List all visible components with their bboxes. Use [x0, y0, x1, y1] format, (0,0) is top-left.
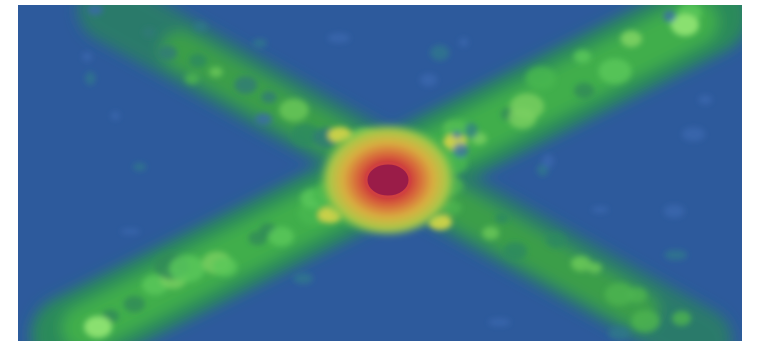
blob	[631, 310, 660, 333]
speck	[120, 228, 141, 235]
blob	[209, 66, 223, 78]
speck	[452, 131, 462, 139]
blob	[212, 257, 238, 277]
speck	[664, 249, 688, 261]
center-core	[364, 161, 412, 199]
blob	[626, 287, 647, 303]
blob	[503, 242, 528, 261]
speck	[252, 38, 267, 48]
speck	[608, 326, 630, 341]
speck	[133, 162, 147, 172]
blob	[546, 232, 566, 248]
blob	[142, 27, 156, 38]
blob	[234, 76, 258, 94]
speck	[193, 21, 208, 32]
blob	[525, 66, 556, 90]
blob	[279, 98, 309, 122]
speck	[591, 206, 609, 213]
speck	[419, 73, 438, 87]
blob	[268, 226, 294, 247]
blob	[482, 226, 500, 240]
blob	[509, 93, 545, 120]
end-spot	[671, 14, 699, 36]
speck	[255, 113, 272, 125]
speck	[698, 95, 713, 105]
blob	[573, 82, 595, 99]
speck	[452, 142, 469, 158]
blob	[571, 256, 592, 272]
blob	[495, 212, 509, 224]
blob	[604, 283, 635, 306]
speck	[327, 33, 350, 43]
blob	[123, 295, 146, 313]
blob	[573, 49, 592, 64]
blob	[290, 123, 320, 147]
speck	[459, 37, 469, 47]
speck	[82, 52, 93, 62]
speck	[682, 127, 706, 142]
blob	[184, 73, 200, 85]
blob	[158, 45, 178, 61]
blob	[621, 31, 643, 47]
blob	[261, 91, 277, 103]
speck	[541, 154, 554, 168]
blob	[598, 58, 632, 85]
speck	[430, 45, 450, 61]
blob	[188, 53, 207, 68]
end-spot	[84, 316, 112, 338]
speck	[85, 71, 96, 86]
speck	[663, 10, 677, 23]
speck	[110, 111, 120, 121]
speck	[87, 5, 104, 16]
speck	[293, 272, 314, 285]
speck	[464, 122, 478, 139]
speck	[663, 204, 685, 218]
blob	[169, 255, 205, 283]
speck	[488, 318, 511, 327]
blob	[671, 310, 692, 326]
blob	[587, 262, 602, 274]
image-area	[18, 5, 742, 341]
